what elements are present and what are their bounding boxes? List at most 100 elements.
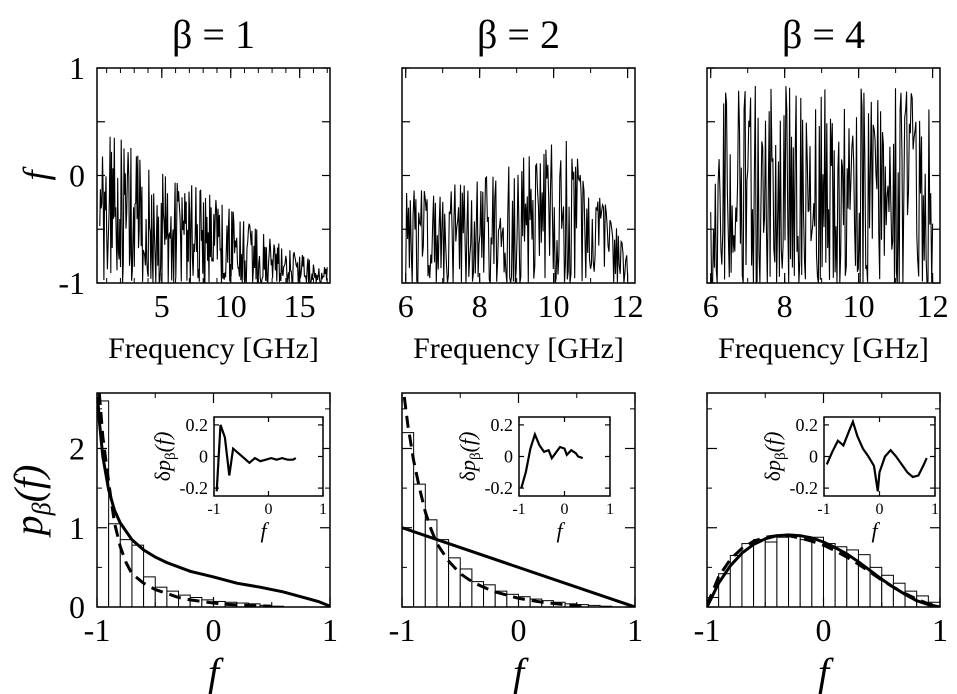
inset-x-axis-tick-label: 1	[606, 501, 614, 518]
histogram-bar	[811, 536, 824, 607]
theory-curve-dashed	[707, 534, 940, 607]
inset-y-tick-label: 0.2	[186, 415, 209, 435]
spectrum-line	[405, 140, 629, 283]
inset-y-label-main: p	[455, 460, 480, 473]
inset-x-axis-label: f	[556, 518, 565, 543]
histogram-bar	[143, 576, 156, 607]
panel-top-right: β = 4 6 8 10 12 Frequency [GHz]	[703, 12, 949, 365]
histogram-bar	[131, 544, 145, 607]
inset-x-axis-label: f	[260, 518, 269, 543]
x-axis-tick-label: 15	[284, 288, 316, 324]
histogram-bar	[413, 483, 426, 607]
histogram-bar	[788, 535, 801, 607]
panel-title: β = 2	[477, 12, 560, 57]
y-axis-label-subscript: β	[27, 502, 56, 516]
inset-y-tick-label: -0.2	[485, 478, 514, 498]
theory-curve-solid	[707, 533, 940, 607]
inset-x-axis-tick-label: 0	[265, 501, 273, 518]
x-axis-label: Frequency [GHz]	[413, 332, 624, 365]
inset-y-axis-label: δpβ(f)	[150, 432, 179, 482]
inset-y-label-delta: δ	[455, 471, 480, 481]
x-axis-label: f	[818, 650, 834, 694]
x-axis-label: f	[208, 650, 224, 694]
plot-area	[707, 533, 940, 607]
inset-x-axis-tick-label: 1	[319, 501, 327, 518]
inset-y-label-rest: (f)	[150, 432, 175, 453]
x-axis-tick-label: 1	[932, 612, 948, 648]
inset-x-axis-tick-label: -1	[817, 501, 830, 518]
x-axis-tick-label: -1	[84, 612, 111, 648]
x-axis-tick-label: 0	[816, 612, 832, 648]
histogram-bar	[823, 543, 836, 607]
inset-line	[520, 431, 584, 489]
y-axis-tick-label: 1	[69, 50, 85, 86]
x-axis-tick-label: -1	[694, 612, 721, 648]
inset-background	[519, 417, 610, 496]
inset-bottom-middle: -1 0 1 0.2 0 -0.2 f δpβ(f)	[455, 415, 614, 543]
x-axis-tick-label: 8	[777, 288, 793, 324]
inset-y-label-rest: (f)	[760, 432, 785, 453]
inset-y-label-rest: (f)	[455, 432, 480, 453]
x-axis-tick-label: 10	[843, 288, 875, 324]
x-axis-tick-label: 10	[538, 288, 570, 324]
plot-area	[97, 393, 330, 607]
inset-line	[825, 418, 928, 492]
inset-x-axis-tick-label: -1	[512, 501, 525, 518]
histogram-bar	[799, 539, 813, 607]
inset-x-axis-tick-label: 0	[561, 501, 569, 518]
panel-title: β = 4	[782, 12, 865, 57]
x-axis-label: Frequency [GHz]	[718, 332, 929, 365]
inset-x-axis-label: f	[871, 518, 880, 543]
inset-y-tick-label: 0.2	[491, 415, 514, 435]
histogram-bar	[776, 536, 790, 607]
inset-y-tick-label: -0.2	[180, 478, 209, 498]
inset-y-label-main: p	[760, 460, 785, 473]
x-axis-tick-label: 6	[398, 288, 414, 324]
panel-bottom-middle: -1 0 1 f -1 0 1 0.2 0 -0.2 f δpβ(f)	[389, 392, 643, 694]
x-axis-tick-label: 8	[472, 288, 488, 324]
spectrum-line	[99, 136, 328, 283]
inset-y-label-delta: δ	[150, 471, 175, 481]
histogram-bar	[764, 541, 778, 607]
inset-line	[215, 424, 297, 492]
y-axis-tick-label: 2	[69, 431, 85, 467]
panel-title: β = 1	[172, 12, 255, 57]
inset-y-label-subscript: β	[773, 452, 789, 460]
inset-y-label-delta: δ	[760, 471, 785, 481]
spectrum-line	[710, 85, 934, 283]
inset-y-label-main: p	[150, 460, 175, 473]
inset-y-tick-label: 0.2	[796, 415, 819, 435]
inset-y-tick-label: 0	[504, 447, 513, 467]
x-axis-tick-label: 12	[917, 288, 949, 324]
x-axis-tick-label: 12	[612, 288, 644, 324]
x-axis-tick-label: -1	[389, 612, 416, 648]
plot-area	[402, 396, 635, 607]
y-axis-label-rest: (f)	[6, 465, 51, 503]
y-axis-tick-label: 0	[69, 589, 85, 625]
x-axis-tick-label: 0	[511, 612, 527, 648]
y-axis-label: f	[16, 166, 56, 181]
x-axis-tick-label: 0	[206, 612, 222, 648]
x-axis-tick-label: 1	[322, 612, 338, 648]
theory-curve-dashed	[97, 393, 272, 607]
theory-curve-solid	[402, 526, 635, 607]
histogram-bar	[166, 590, 180, 607]
y-axis-tick-label: 0	[69, 158, 85, 194]
y-axis-label-main: p	[6, 515, 51, 538]
x-axis-tick-label: 5	[154, 288, 170, 324]
panel-top-left: β = 1 5 10 15 -1 0 1 Frequency [GHz] f	[16, 12, 331, 365]
inset-y-label-subscript: β	[468, 452, 484, 460]
inset-y-tick-label: 0	[199, 447, 208, 467]
inset-x-axis-tick-label: -1	[207, 501, 220, 518]
histogram-bar	[506, 593, 520, 607]
panel-bottom-right: -1 0 1 f -1 0 1 0.2 0 -0.2 f δpβ(f)	[694, 392, 948, 694]
inset-bottom-right: -1 0 1 0.2 0 -0.2 f δpβ(f)	[760, 415, 939, 543]
inset-x-axis-tick-label: 0	[876, 501, 884, 518]
histogram-bar	[753, 539, 766, 607]
inset-y-axis-label: δpβ(f)	[760, 432, 789, 482]
y-axis-label: pβ(f)	[6, 465, 56, 539]
inset-background	[214, 417, 323, 496]
x-axis-label: Frequency [GHz]	[108, 332, 319, 365]
